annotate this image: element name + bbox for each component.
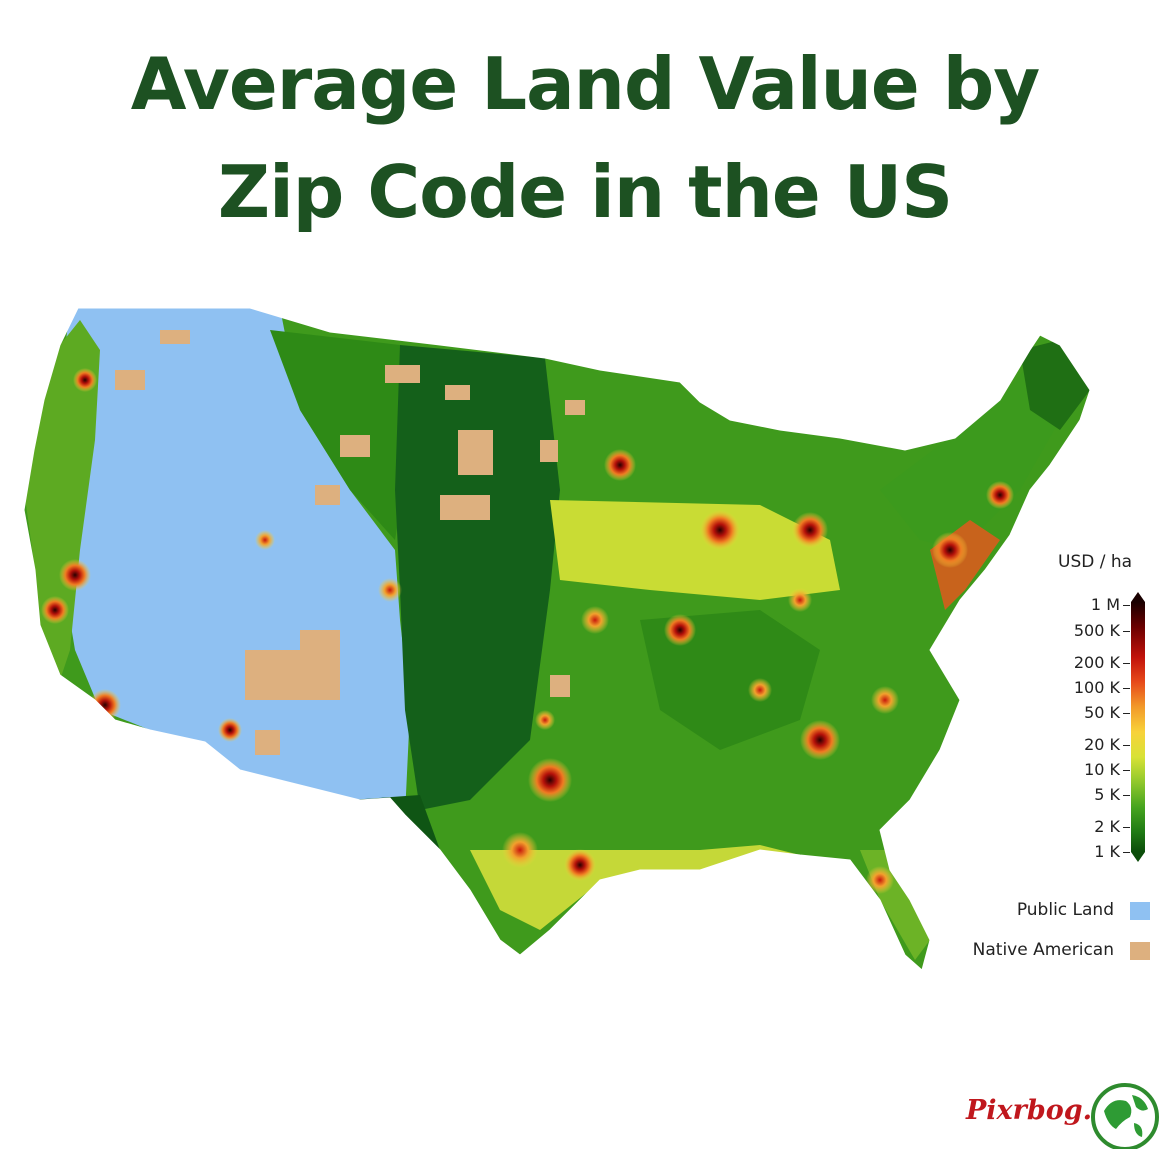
metro-hotspot (792, 512, 828, 548)
metro-hotspot (502, 832, 538, 868)
metro-hotspot (700, 510, 740, 550)
florida-region (860, 850, 930, 960)
globe-icon (1091, 1083, 1159, 1149)
metro-hotspot (89, 689, 121, 721)
native-american-land (300, 630, 340, 655)
metro-hotspot (41, 596, 69, 624)
metro-hotspot (528, 758, 572, 802)
metro-hotspots (41, 368, 1014, 894)
map-title-line-2: Zip Code in the US (217, 150, 953, 234)
colorbar-arrow-top (1131, 592, 1145, 602)
colorbar-tick: 200 K (1073, 653, 1131, 672)
us-land-value-map (23, 307, 1091, 971)
metro-hotspot (73, 368, 97, 392)
metro-hotspot (535, 710, 555, 730)
native-american-land (245, 650, 340, 700)
colorbar-tick: 5 K (1094, 785, 1130, 804)
public-land-swatch (1130, 902, 1150, 920)
metro-hotspot (59, 559, 91, 591)
native-american-land (255, 730, 280, 755)
great-plains-dark-region (395, 345, 560, 810)
metro-hotspot (378, 578, 402, 602)
native-american-land (550, 675, 570, 697)
metro-hotspot (604, 449, 636, 481)
map-fill (24, 308, 1090, 970)
native-american-land (315, 485, 340, 505)
metro-hotspot (788, 588, 812, 612)
map-title-line-1: Average Land Value by (130, 42, 1040, 126)
colorbar-title: USD / ha (1058, 552, 1133, 572)
colorbar-tick: 1 K (1094, 842, 1130, 861)
metro-hotspot (218, 718, 242, 742)
metro-hotspot (564, 849, 596, 881)
metro-hotspot (932, 532, 968, 568)
metro-hotspot (871, 686, 899, 714)
colorbar-tick: 10 K (1084, 760, 1130, 779)
colorbar-tick: 20 K (1084, 735, 1130, 754)
colorbar (1131, 602, 1145, 852)
native-american-land (440, 495, 490, 520)
colorbar-arrow-bottom (1131, 852, 1145, 862)
native-american-land (160, 330, 190, 344)
native-american-land (565, 400, 585, 415)
native-american-land (115, 370, 145, 390)
metro-hotspot (986, 481, 1014, 509)
colorbar-tick: 50 K (1084, 703, 1130, 722)
colorbar-tick: 100 K (1073, 678, 1131, 697)
metro-hotspot (255, 530, 275, 550)
native-american-land (445, 385, 470, 400)
metro-hotspot (581, 606, 609, 634)
metro-hotspot (800, 720, 840, 760)
native-american-land (458, 430, 493, 475)
native-american-swatch (1130, 942, 1150, 960)
metro-hotspot (664, 614, 696, 646)
native-american-lands (115, 330, 585, 755)
northeast-region (880, 350, 1060, 550)
public-land-label: Public Land (1016, 900, 1114, 920)
native-american-land (340, 435, 370, 457)
map-title: Average Land Value by Zip Code in the US (0, 30, 1170, 246)
colorbar-tick: 1 M (1090, 595, 1131, 614)
metro-hotspot (866, 866, 894, 894)
colorbar-tick: 2 K (1094, 817, 1130, 836)
native-american-label: Native American (972, 940, 1114, 960)
metro-hotspot (748, 678, 772, 702)
corn-belt-region (550, 500, 840, 600)
colorbar-tick: 500 K (1073, 621, 1131, 640)
west-coast-green-region (24, 320, 100, 680)
native-american-land (540, 440, 558, 462)
native-american-land (385, 365, 420, 383)
